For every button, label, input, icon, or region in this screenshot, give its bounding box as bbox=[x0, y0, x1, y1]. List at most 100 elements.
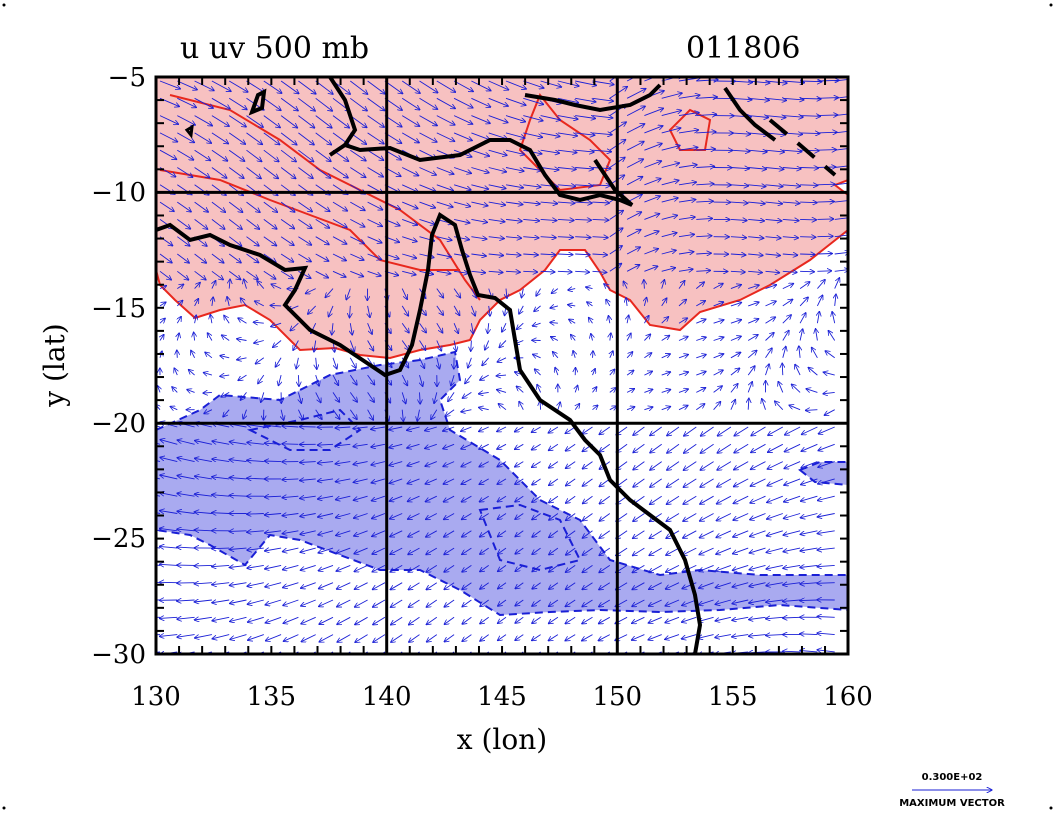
wind-vector bbox=[336, 582, 351, 589]
wind-vector bbox=[174, 368, 177, 376]
wind-vector bbox=[571, 335, 576, 341]
wind-vector bbox=[696, 236, 712, 237]
wind-vector bbox=[575, 385, 578, 393]
wind-vector bbox=[336, 513, 351, 518]
wind-vector bbox=[540, 202, 558, 204]
wind-vector bbox=[696, 80, 718, 81]
wind-vector bbox=[734, 443, 749, 453]
y-axis-label: y (lat) bbox=[38, 323, 71, 407]
wind-vector bbox=[461, 426, 472, 431]
wind-vector bbox=[505, 237, 522, 239]
wind-vector bbox=[582, 478, 593, 486]
wind-vector bbox=[800, 185, 818, 186]
wind-vector bbox=[367, 80, 386, 94]
wind-vector bbox=[390, 582, 403, 590]
plot-title-left: u uv 500 mb bbox=[180, 31, 369, 66]
wind-vector bbox=[482, 357, 490, 366]
wind-vector bbox=[805, 410, 818, 411]
wind-vector bbox=[650, 478, 662, 487]
wind-vector bbox=[407, 478, 420, 484]
wind-vector bbox=[228, 132, 245, 144]
wind-vector bbox=[661, 317, 669, 324]
wind-vector bbox=[367, 149, 384, 160]
wind-vector bbox=[247, 442, 264, 444]
wind-vector bbox=[696, 371, 706, 375]
wind-vector bbox=[211, 201, 226, 212]
wind-vector bbox=[194, 167, 210, 178]
wind-vector bbox=[783, 530, 801, 535]
wind-vector bbox=[350, 80, 367, 94]
wind-vector bbox=[465, 374, 472, 384]
wind-vector bbox=[632, 565, 645, 572]
wind-vector bbox=[834, 200, 848, 202]
wind-vector bbox=[315, 270, 329, 278]
wind-vector bbox=[407, 443, 420, 448]
wind-vector bbox=[696, 149, 715, 150]
wind-vector bbox=[488, 167, 507, 172]
wind-vector bbox=[800, 600, 818, 601]
wind-vector bbox=[627, 315, 629, 324]
wind-vector bbox=[766, 564, 783, 569]
wind-vector bbox=[606, 299, 610, 307]
wind-vector bbox=[748, 81, 770, 83]
wind-vector bbox=[550, 322, 558, 323]
wind-vector bbox=[766, 635, 783, 636]
wind-vector bbox=[315, 201, 330, 211]
wind-vector bbox=[298, 149, 313, 162]
x-tick-label: 145 bbox=[477, 682, 527, 712]
wind-vector bbox=[283, 582, 299, 588]
wind-vector bbox=[557, 254, 573, 255]
wind-vector bbox=[453, 80, 473, 92]
corner-dot bbox=[1049, 806, 1053, 810]
wind-vector bbox=[275, 357, 282, 367]
wind-vector bbox=[177, 493, 195, 496]
wind-vector bbox=[551, 288, 559, 294]
wind-vector bbox=[448, 392, 455, 401]
wind-vector bbox=[229, 460, 247, 462]
wind-vector bbox=[367, 270, 382, 276]
wind-vector bbox=[795, 364, 801, 376]
wind-vector bbox=[246, 236, 260, 246]
wind-vector bbox=[592, 202, 610, 203]
wind-vector bbox=[263, 80, 282, 93]
wind-vector bbox=[765, 219, 782, 221]
wind-vector bbox=[626, 389, 634, 393]
wind-vector bbox=[317, 479, 334, 481]
wind-vector bbox=[696, 253, 711, 254]
wind-vector bbox=[644, 231, 659, 238]
wind-vector bbox=[649, 582, 662, 590]
wind-vector bbox=[516, 386, 524, 393]
wind-vector bbox=[558, 402, 560, 410]
wind-vector bbox=[549, 513, 559, 521]
wind-vector bbox=[332, 219, 347, 227]
wind-vector bbox=[799, 282, 810, 289]
wind-vector bbox=[766, 583, 783, 586]
wind-vector bbox=[158, 386, 161, 393]
wind-vector bbox=[716, 547, 732, 554]
x-tick-label: 160 bbox=[823, 682, 873, 712]
wind-vector bbox=[488, 271, 503, 272]
wind-vector bbox=[505, 149, 525, 154]
wind-vector bbox=[800, 116, 821, 117]
wind-vector bbox=[176, 300, 182, 307]
wind-vector bbox=[678, 405, 688, 411]
wind-vector bbox=[246, 115, 264, 128]
wind-vector bbox=[747, 382, 752, 393]
wind-vector bbox=[586, 287, 593, 289]
wind-vector bbox=[696, 319, 706, 324]
wind-vector bbox=[650, 461, 662, 471]
wind-vector bbox=[280, 167, 296, 179]
wind-vector bbox=[766, 547, 783, 552]
wind-vector bbox=[828, 331, 836, 341]
wind-vector bbox=[716, 495, 732, 504]
wind-vector bbox=[253, 322, 264, 323]
wind-vector bbox=[461, 478, 472, 484]
wind-vector bbox=[505, 80, 526, 89]
wind-vector bbox=[644, 214, 659, 220]
wind-vector bbox=[782, 330, 789, 341]
wind-vector bbox=[717, 461, 732, 471]
wind-vector bbox=[479, 478, 489, 485]
wind-vector bbox=[667, 461, 680, 471]
wind-vector bbox=[582, 495, 593, 503]
wind-vector bbox=[479, 495, 489, 502]
